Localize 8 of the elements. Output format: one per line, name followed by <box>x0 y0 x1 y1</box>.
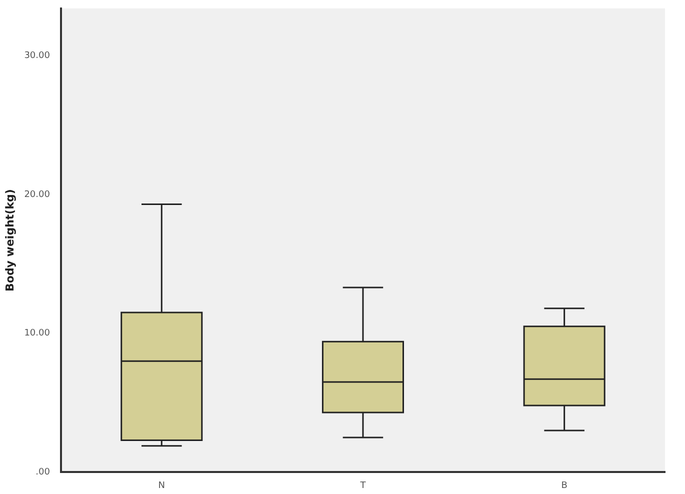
y-tick-label: 10.00 <box>24 328 50 339</box>
y-tick-label: 20.00 <box>24 190 50 200</box>
y-tick-label: .00 <box>36 468 50 478</box>
x-tick-label: B <box>561 480 568 491</box>
y-tick-label: 30.00 <box>24 50 50 61</box>
x-tick-label: N <box>158 480 166 491</box>
x-tick-label: T <box>359 480 366 491</box>
y-axis-title: Body weight(kg) <box>3 189 16 292</box>
